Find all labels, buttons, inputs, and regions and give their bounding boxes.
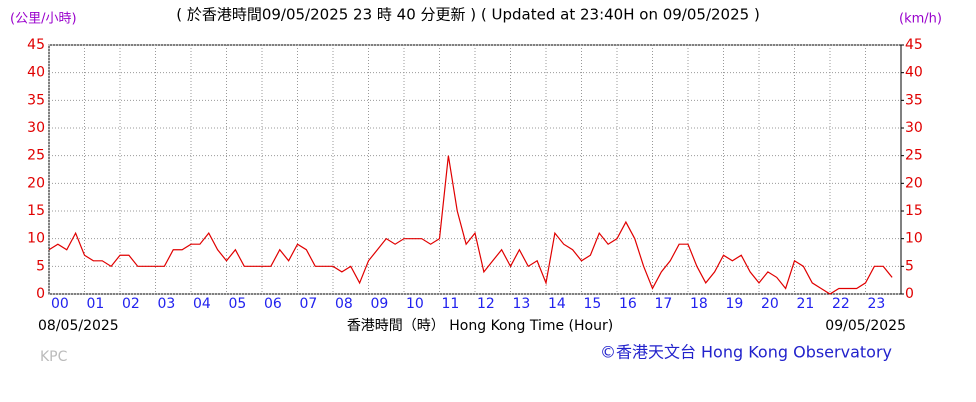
- y-tick-label: 10: [27, 231, 45, 247]
- plot-frame: [48, 44, 902, 295]
- x-tick-label: 06: [264, 296, 282, 312]
- y-axis-label: (公里/小時): [10, 12, 77, 27]
- y2-axis-label: (km/h): [899, 12, 942, 27]
- y-tick-label: 45: [27, 37, 45, 53]
- end-date: 09/05/2025: [825, 318, 906, 334]
- x-tick-label: 01: [87, 296, 105, 312]
- x-tick-label: 22: [832, 296, 850, 312]
- y-tick-label: 15: [27, 203, 45, 219]
- y2-tick-label: 10: [905, 231, 923, 247]
- y2-tick-label: 5: [905, 258, 914, 274]
- x-axis-label: 香港時間（時） Hong Kong Time (Hour): [347, 318, 613, 334]
- y2-tick-label: 40: [905, 65, 923, 81]
- credit: ©香港天文台 Hong Kong Observatory: [600, 343, 892, 362]
- y-tick-label: 35: [27, 92, 45, 108]
- y2-tick-label: 30: [905, 120, 923, 136]
- x-tick-label: 17: [655, 296, 673, 312]
- x-tick-label: 08: [335, 296, 353, 312]
- x-tick-label: 02: [122, 296, 140, 312]
- y-tick-label: 0: [36, 286, 45, 302]
- x-tick-label: 11: [442, 296, 460, 312]
- x-tick-label: 10: [406, 296, 424, 312]
- x-tick-label: 00: [51, 296, 69, 312]
- x-tick-label: 21: [797, 296, 815, 312]
- x-tick-label: 05: [229, 296, 247, 312]
- y-tick-label: 25: [27, 148, 45, 164]
- y2-tick-label: 45: [905, 37, 923, 53]
- x-tick-label: 12: [477, 296, 495, 312]
- y2-tick-label: 15: [905, 203, 923, 219]
- chart-title: ( 於香港時間09/05/2025 23 時 40 分更新 ) ( Update…: [176, 6, 760, 24]
- x-tick-label: 18: [690, 296, 708, 312]
- y-tick-label: 30: [27, 120, 45, 136]
- x-tick-label: 07: [300, 296, 318, 312]
- x-tick-label: 19: [726, 296, 744, 312]
- y2-tick-label: 0: [905, 286, 914, 302]
- x-tick-label: 20: [761, 296, 779, 312]
- data-line: [48, 155, 893, 295]
- y2-tick-label: 35: [905, 92, 923, 108]
- y-tick-label: 40: [27, 65, 45, 81]
- x-tick-label: 16: [619, 296, 637, 312]
- x-tick-label: 09: [371, 296, 389, 312]
- x-tick-label: 04: [193, 296, 211, 312]
- start-date: 08/05/2025: [38, 318, 119, 334]
- x-tick-label: 14: [548, 296, 566, 312]
- station: KPC: [40, 349, 68, 365]
- y2-tick-label: 25: [905, 148, 923, 164]
- x-tick-label: 03: [158, 296, 176, 312]
- x-tick-label: 23: [868, 296, 886, 312]
- y-tick-label: 5: [36, 258, 45, 274]
- x-tick-label: 13: [513, 296, 531, 312]
- y-tick-label: 20: [27, 175, 45, 191]
- y2-tick-label: 20: [905, 175, 923, 191]
- x-tick-label: 15: [584, 296, 602, 312]
